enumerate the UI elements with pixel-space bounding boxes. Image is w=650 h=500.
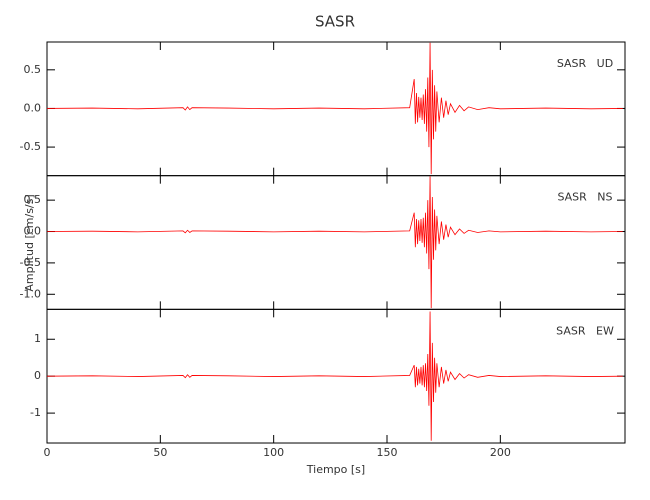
y-axis-label: Amplitud [cm/s/s] [23, 194, 36, 291]
y-tick-label: 0 [34, 369, 41, 382]
chart-title: SASR [315, 13, 355, 31]
y-tick-label: 1 [34, 332, 41, 345]
trace [46, 176, 623, 309]
y-tick-label: -1.0 [20, 287, 41, 300]
y-tick-label: -1 [30, 406, 41, 419]
x-tick-label: 50 [153, 446, 167, 459]
y-tick-label: -0.5 [20, 256, 41, 269]
y-tick-label: 0.0 [24, 101, 42, 114]
y-tick-label: 0.0 [24, 225, 42, 238]
y-tick-label: -0.5 [20, 140, 41, 153]
panel-frame [46, 175, 626, 310]
x-tick-label: 200 [490, 446, 511, 459]
x-axis-label: Tiempo [s] [306, 463, 365, 476]
trace [46, 311, 623, 441]
trace [46, 42, 623, 175]
panel-label: SASR EW [556, 324, 614, 337]
panel-label: SASR NS [557, 191, 612, 204]
x-tick-label: 150 [377, 446, 398, 459]
x-tick-label: 100 [263, 446, 284, 459]
y-tick-label: 0.5 [24, 193, 42, 206]
y-tick-label: 0.5 [24, 63, 42, 76]
x-tick-label: 0 [44, 446, 51, 459]
panel-label: SASR UD [557, 57, 613, 70]
